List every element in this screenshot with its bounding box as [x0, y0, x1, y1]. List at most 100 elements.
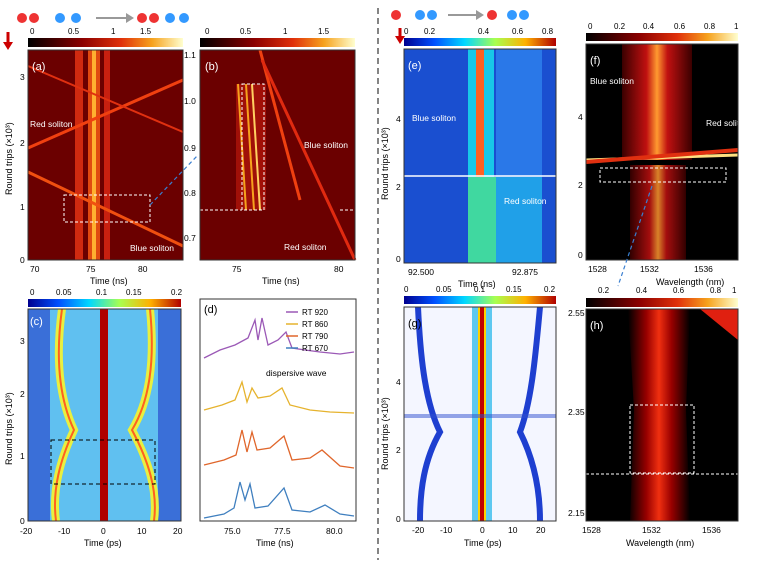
x-tick: 1528	[588, 264, 607, 274]
panel-label: (b)	[205, 61, 218, 73]
y-tick: 4	[396, 114, 401, 124]
legend-entry: RT 920	[302, 308, 328, 317]
soliton-schematic-right	[391, 10, 529, 44]
cbar-h-tick: 1	[732, 286, 737, 295]
cbar-c-tick: 0.15	[126, 288, 142, 297]
cbar-g-tick: 0.2	[544, 285, 556, 294]
y-tick: 0.9	[184, 143, 196, 153]
panel-label: (h)	[590, 320, 603, 332]
y-tick: 1	[20, 202, 25, 212]
x-tick: 80	[138, 264, 148, 274]
cbar-e-tick: 0	[404, 27, 409, 36]
cbar-ab-tick: 1.5	[140, 27, 152, 36]
panel-label: (c)	[30, 316, 43, 328]
annotation: Blue soliton	[412, 113, 456, 123]
panel-b: (b) Blue soliton Red soliton 75 80 Time …	[184, 49, 357, 286]
y-tick: 0	[20, 255, 25, 265]
panel-g: (g) -20 -10 0 10 20 Time (ps) 0 2 4 Roun…	[380, 306, 557, 548]
panel-e: (e) Blue soliton Red soliton 92.500 92.8…	[380, 48, 557, 289]
x-tick: 0	[480, 525, 485, 535]
x-label: Wavelength (nm)	[656, 277, 724, 287]
cbar-g-tick: 0.05	[436, 285, 452, 294]
x-tick: 20	[173, 526, 183, 536]
x-tick: 77.5	[274, 526, 291, 536]
cbar-g-tick: 0	[404, 285, 409, 294]
x-tick: 20	[536, 525, 546, 535]
y-tick: 1	[20, 451, 25, 461]
y-label: Round trips (×10³)	[380, 397, 390, 470]
annotation: Blue soliton	[590, 76, 634, 86]
panel-label: (d)	[204, 304, 217, 316]
y-tick: 2	[578, 180, 583, 190]
cbar-ab-tick: 1.5	[318, 27, 330, 36]
cbar-h-tick: 0.6	[673, 286, 685, 295]
cbar-ab-tick: 1	[111, 27, 116, 36]
x-label: Time (ns)	[256, 538, 294, 548]
y-tick: 2.35	[568, 407, 585, 417]
y-label: Round trips (×10³)	[4, 122, 14, 195]
colorbar-f: 0 0.2 0.4 0.6 0.8 1	[586, 22, 739, 41]
x-tick: 1536	[702, 525, 721, 535]
y-tick: 2	[20, 389, 25, 399]
cbar-e-tick: 0.6	[512, 27, 524, 36]
x-tick: 1528	[582, 525, 601, 535]
cbar-c-tick: 0.05	[56, 288, 72, 297]
x-tick: 10	[508, 525, 518, 535]
y-tick: 0.7	[184, 233, 196, 243]
x-tick: -10	[440, 525, 453, 535]
cbar-c-tick: 0.2	[171, 288, 183, 297]
cbar-ab-tick: 1	[283, 27, 288, 36]
x-tick: 1536	[694, 264, 713, 274]
x-label: Time (ps)	[84, 538, 122, 548]
annotation: Blue soliton	[130, 243, 174, 253]
colorbar-h: 0.2 0.4 0.6 0.8 1	[586, 286, 738, 307]
y-tick: 0.8	[184, 188, 196, 198]
x-tick: -20	[20, 526, 33, 536]
colorbar-g: 0 0.05 0.1 0.15 0.2	[404, 285, 556, 304]
y-tick: 2	[396, 445, 401, 455]
panel-label: (f)	[590, 55, 600, 67]
cbar-e-tick: 0.2	[424, 27, 436, 36]
x-label: Time (ps)	[464, 538, 502, 548]
y-tick: 4	[396, 377, 401, 387]
cbar-e-tick: 0.8	[542, 27, 554, 36]
cbar-h-tick: 0.4	[636, 286, 648, 295]
panel-f: (f) Blue soliton Red soliton 1528 1532 1…	[578, 43, 749, 287]
soliton-schematic-left	[3, 13, 189, 50]
y-tick: 0	[396, 254, 401, 264]
y-tick: 1.0	[184, 96, 196, 106]
panel-label: (e)	[408, 60, 421, 72]
cbar-c-tick: 0	[30, 288, 35, 297]
panel-label: (g)	[408, 318, 421, 330]
zoom-arrow	[617, 185, 653, 287]
x-tick: 10	[137, 526, 147, 536]
legend-entry: RT 670	[302, 344, 328, 353]
x-tick: -20	[412, 525, 425, 535]
cbar-ab-tick: 0	[30, 27, 35, 36]
cbar-g-tick: 0.15	[506, 285, 522, 294]
x-tick: 80.0	[326, 526, 343, 536]
x-tick: 92.875	[512, 267, 538, 277]
cbar-f-tick: 0	[588, 22, 593, 31]
y-tick: 0	[20, 516, 25, 526]
x-label: Time (ns)	[90, 276, 128, 286]
y-tick: 0	[578, 250, 583, 260]
zoom-arrow	[149, 154, 199, 206]
cbar-c-tick: 0.1	[96, 288, 108, 297]
colorbar-e: 0 0.2 0.4 0.6 0.8	[404, 27, 556, 46]
cbar-f-tick: 0.6	[674, 22, 686, 31]
colorbar-c: 0 0.05 0.1 0.15 0.2	[28, 288, 183, 307]
x-tick: -10	[58, 526, 71, 536]
cbar-ab-tick: 0	[205, 27, 210, 36]
y-tick: 2.15	[568, 508, 585, 518]
panel-c: (c) -20 -10 0 10 20 Time (ps) 0 1 2 3 Ro…	[4, 308, 183, 548]
x-tick: 75	[232, 264, 242, 274]
panel-a: (a) Red soliton Blue soliton 70 75 80 Ti…	[4, 49, 184, 286]
x-tick: 0	[101, 526, 106, 536]
x-tick: 75	[86, 264, 96, 274]
annotation: dispersive wave	[266, 368, 327, 378]
x-tick: 80	[334, 264, 344, 274]
legend-entry: RT 860	[302, 320, 328, 329]
x-tick: 92.500	[408, 267, 434, 277]
